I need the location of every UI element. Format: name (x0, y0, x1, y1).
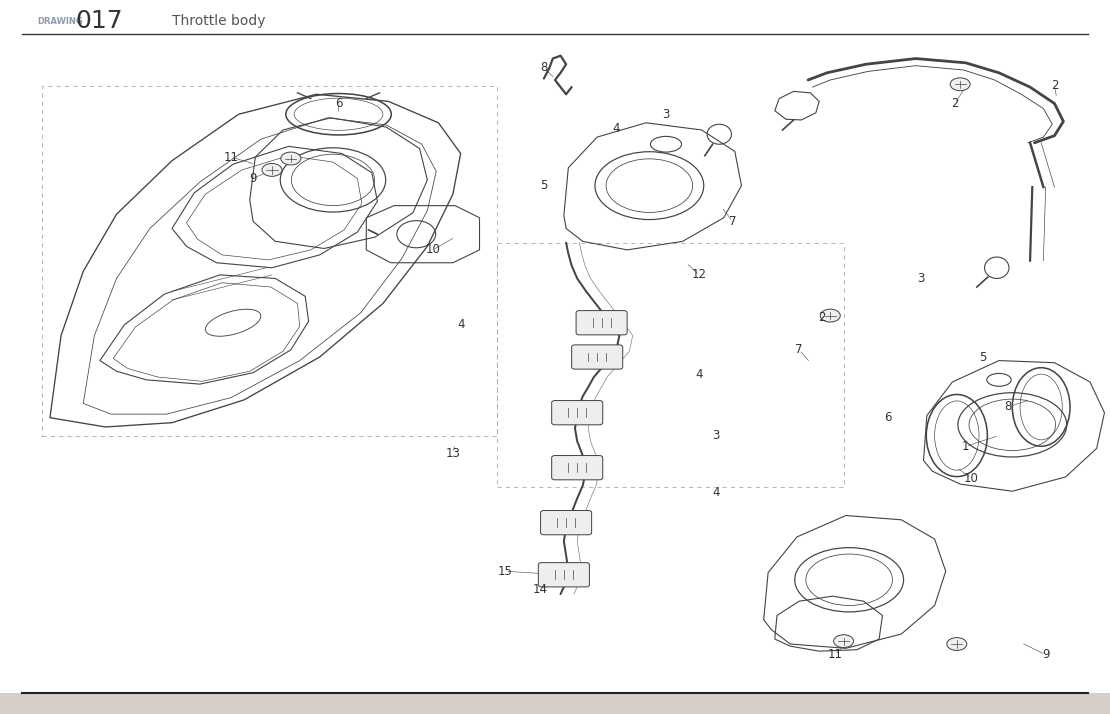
Text: 7: 7 (729, 215, 736, 228)
Text: 6: 6 (335, 97, 342, 110)
FancyBboxPatch shape (572, 345, 623, 369)
Text: 10: 10 (963, 472, 979, 485)
Text: 8: 8 (1005, 401, 1011, 413)
Circle shape (950, 78, 970, 91)
Circle shape (834, 635, 854, 648)
Text: 9: 9 (1042, 648, 1049, 661)
Text: 4: 4 (713, 486, 719, 499)
Text: 3: 3 (663, 108, 669, 121)
FancyBboxPatch shape (541, 511, 592, 535)
Circle shape (262, 164, 282, 176)
Bar (0, 693, 1110, 714)
FancyBboxPatch shape (538, 563, 589, 587)
Text: 11: 11 (223, 151, 239, 164)
Text: 9: 9 (250, 172, 256, 185)
Text: 2: 2 (818, 311, 825, 324)
Text: 45: 45 (1073, 698, 1086, 708)
Text: 12: 12 (692, 268, 707, 281)
Text: 2: 2 (1051, 79, 1058, 92)
FancyBboxPatch shape (552, 401, 603, 425)
FancyBboxPatch shape (552, 456, 603, 480)
Text: 5: 5 (979, 351, 986, 363)
Circle shape (281, 152, 301, 165)
Circle shape (820, 309, 840, 322)
Text: 6: 6 (885, 411, 891, 424)
Text: DRAWING: DRAWING (38, 17, 83, 26)
Text: 1: 1 (962, 440, 969, 453)
Text: 3: 3 (918, 272, 925, 285)
Text: 2: 2 (951, 97, 958, 110)
Text: 13: 13 (445, 447, 461, 460)
Text: 8: 8 (541, 61, 547, 74)
Text: Throttle body: Throttle body (172, 14, 265, 29)
Text: 4: 4 (457, 318, 464, 331)
Text: 7: 7 (796, 343, 803, 356)
FancyBboxPatch shape (576, 311, 627, 335)
Text: 017: 017 (75, 9, 123, 34)
Text: 14: 14 (533, 583, 548, 595)
Text: 3: 3 (713, 429, 719, 442)
Text: 5: 5 (541, 179, 547, 192)
Text: 11: 11 (827, 648, 842, 661)
Text: 10: 10 (425, 243, 441, 256)
Text: 15: 15 (497, 565, 513, 578)
Circle shape (947, 638, 967, 650)
Text: 4: 4 (613, 122, 619, 135)
Text: 4: 4 (696, 368, 703, 381)
